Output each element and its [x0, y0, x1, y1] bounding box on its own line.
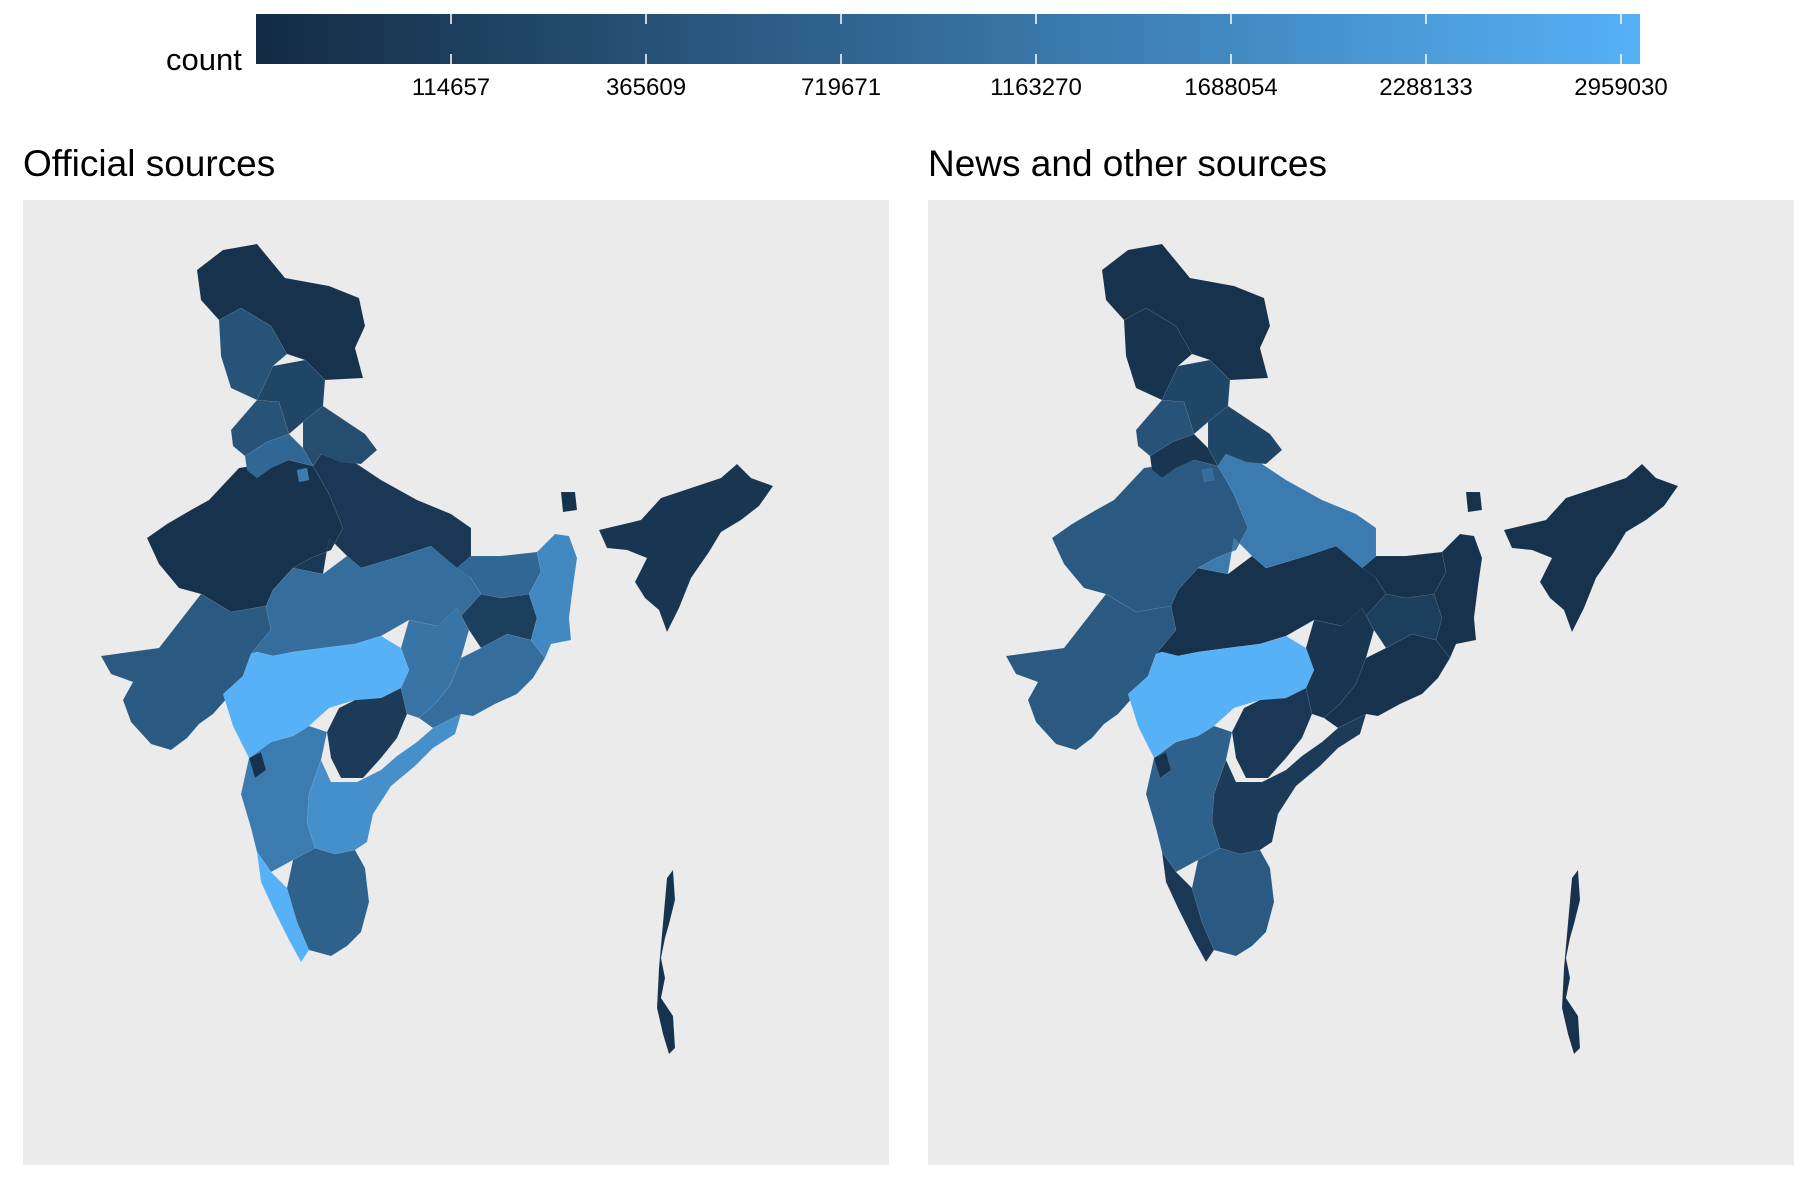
legend-tick-label: 114657 — [411, 74, 491, 101]
panel-title-news: News and other sources — [928, 143, 1327, 184]
legend-tick-label: 1163270 — [990, 74, 1082, 101]
legend-tick-label: 365609 — [605, 74, 687, 101]
region-gujarat — [1005, 593, 1177, 751]
region-uttar-pradesh — [1197, 453, 1377, 575]
region-andaman — [1561, 869, 1581, 1055]
region-gujarat — [100, 593, 272, 751]
region-goa — [1153, 751, 1172, 779]
map-panel-news — [928, 200, 1794, 1165]
region-northeast — [598, 463, 774, 633]
region-kerala — [1161, 851, 1215, 963]
region-bihar — [1361, 551, 1447, 599]
legend-colorbar — [256, 14, 1640, 64]
legend-title: count — [166, 42, 242, 77]
region-telangana — [1231, 687, 1313, 779]
region-bihar — [456, 551, 542, 599]
region-telangana — [326, 687, 408, 779]
map-panel-official — [23, 200, 889, 1165]
region-sikkim — [560, 491, 578, 513]
region-kerala — [256, 851, 310, 963]
region-delhi — [1201, 467, 1215, 483]
region-kashmir — [1101, 243, 1271, 381]
region-uttar-pradesh — [292, 453, 472, 575]
region-odisha — [1323, 633, 1451, 729]
region-northeast — [1503, 463, 1679, 633]
region-delhi — [296, 467, 310, 483]
legend-tick-label: 1688054 — [1184, 74, 1278, 101]
region-goa — [248, 751, 267, 779]
legend-tick-label: 719671 — [800, 74, 882, 101]
region-sikkim — [1465, 491, 1483, 513]
legend-tick-label: 2959030 — [1574, 74, 1668, 101]
panel-title-official: Official sources — [23, 143, 276, 184]
region-uttarakhand — [1207, 405, 1283, 467]
region-west-bengal — [528, 533, 578, 659]
region-andaman — [656, 869, 676, 1055]
region-west-bengal — [1433, 533, 1483, 659]
region-kashmir — [196, 243, 366, 381]
legend-tick-label: 2288133 — [1379, 74, 1473, 101]
region-odisha — [418, 633, 546, 729]
region-uttarakhand — [302, 405, 378, 467]
